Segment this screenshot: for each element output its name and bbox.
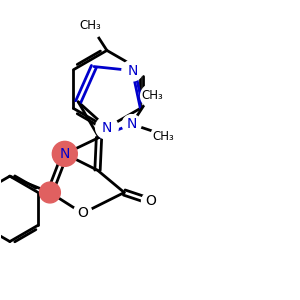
Text: N: N bbox=[127, 64, 137, 78]
Circle shape bbox=[122, 60, 143, 81]
Text: N: N bbox=[127, 117, 137, 131]
Circle shape bbox=[151, 124, 175, 148]
Text: CH₃: CH₃ bbox=[142, 89, 164, 102]
Text: O: O bbox=[77, 206, 88, 220]
Circle shape bbox=[52, 141, 77, 166]
Text: N: N bbox=[102, 121, 112, 135]
Text: CH₃: CH₃ bbox=[80, 19, 101, 32]
Circle shape bbox=[96, 116, 118, 139]
Text: CH₃: CH₃ bbox=[152, 130, 174, 142]
Circle shape bbox=[141, 84, 164, 108]
Circle shape bbox=[77, 12, 104, 38]
Text: O: O bbox=[146, 194, 156, 208]
Circle shape bbox=[122, 115, 141, 134]
Circle shape bbox=[40, 182, 60, 203]
Text: N: N bbox=[60, 147, 70, 161]
Circle shape bbox=[73, 204, 92, 223]
Circle shape bbox=[142, 192, 160, 211]
